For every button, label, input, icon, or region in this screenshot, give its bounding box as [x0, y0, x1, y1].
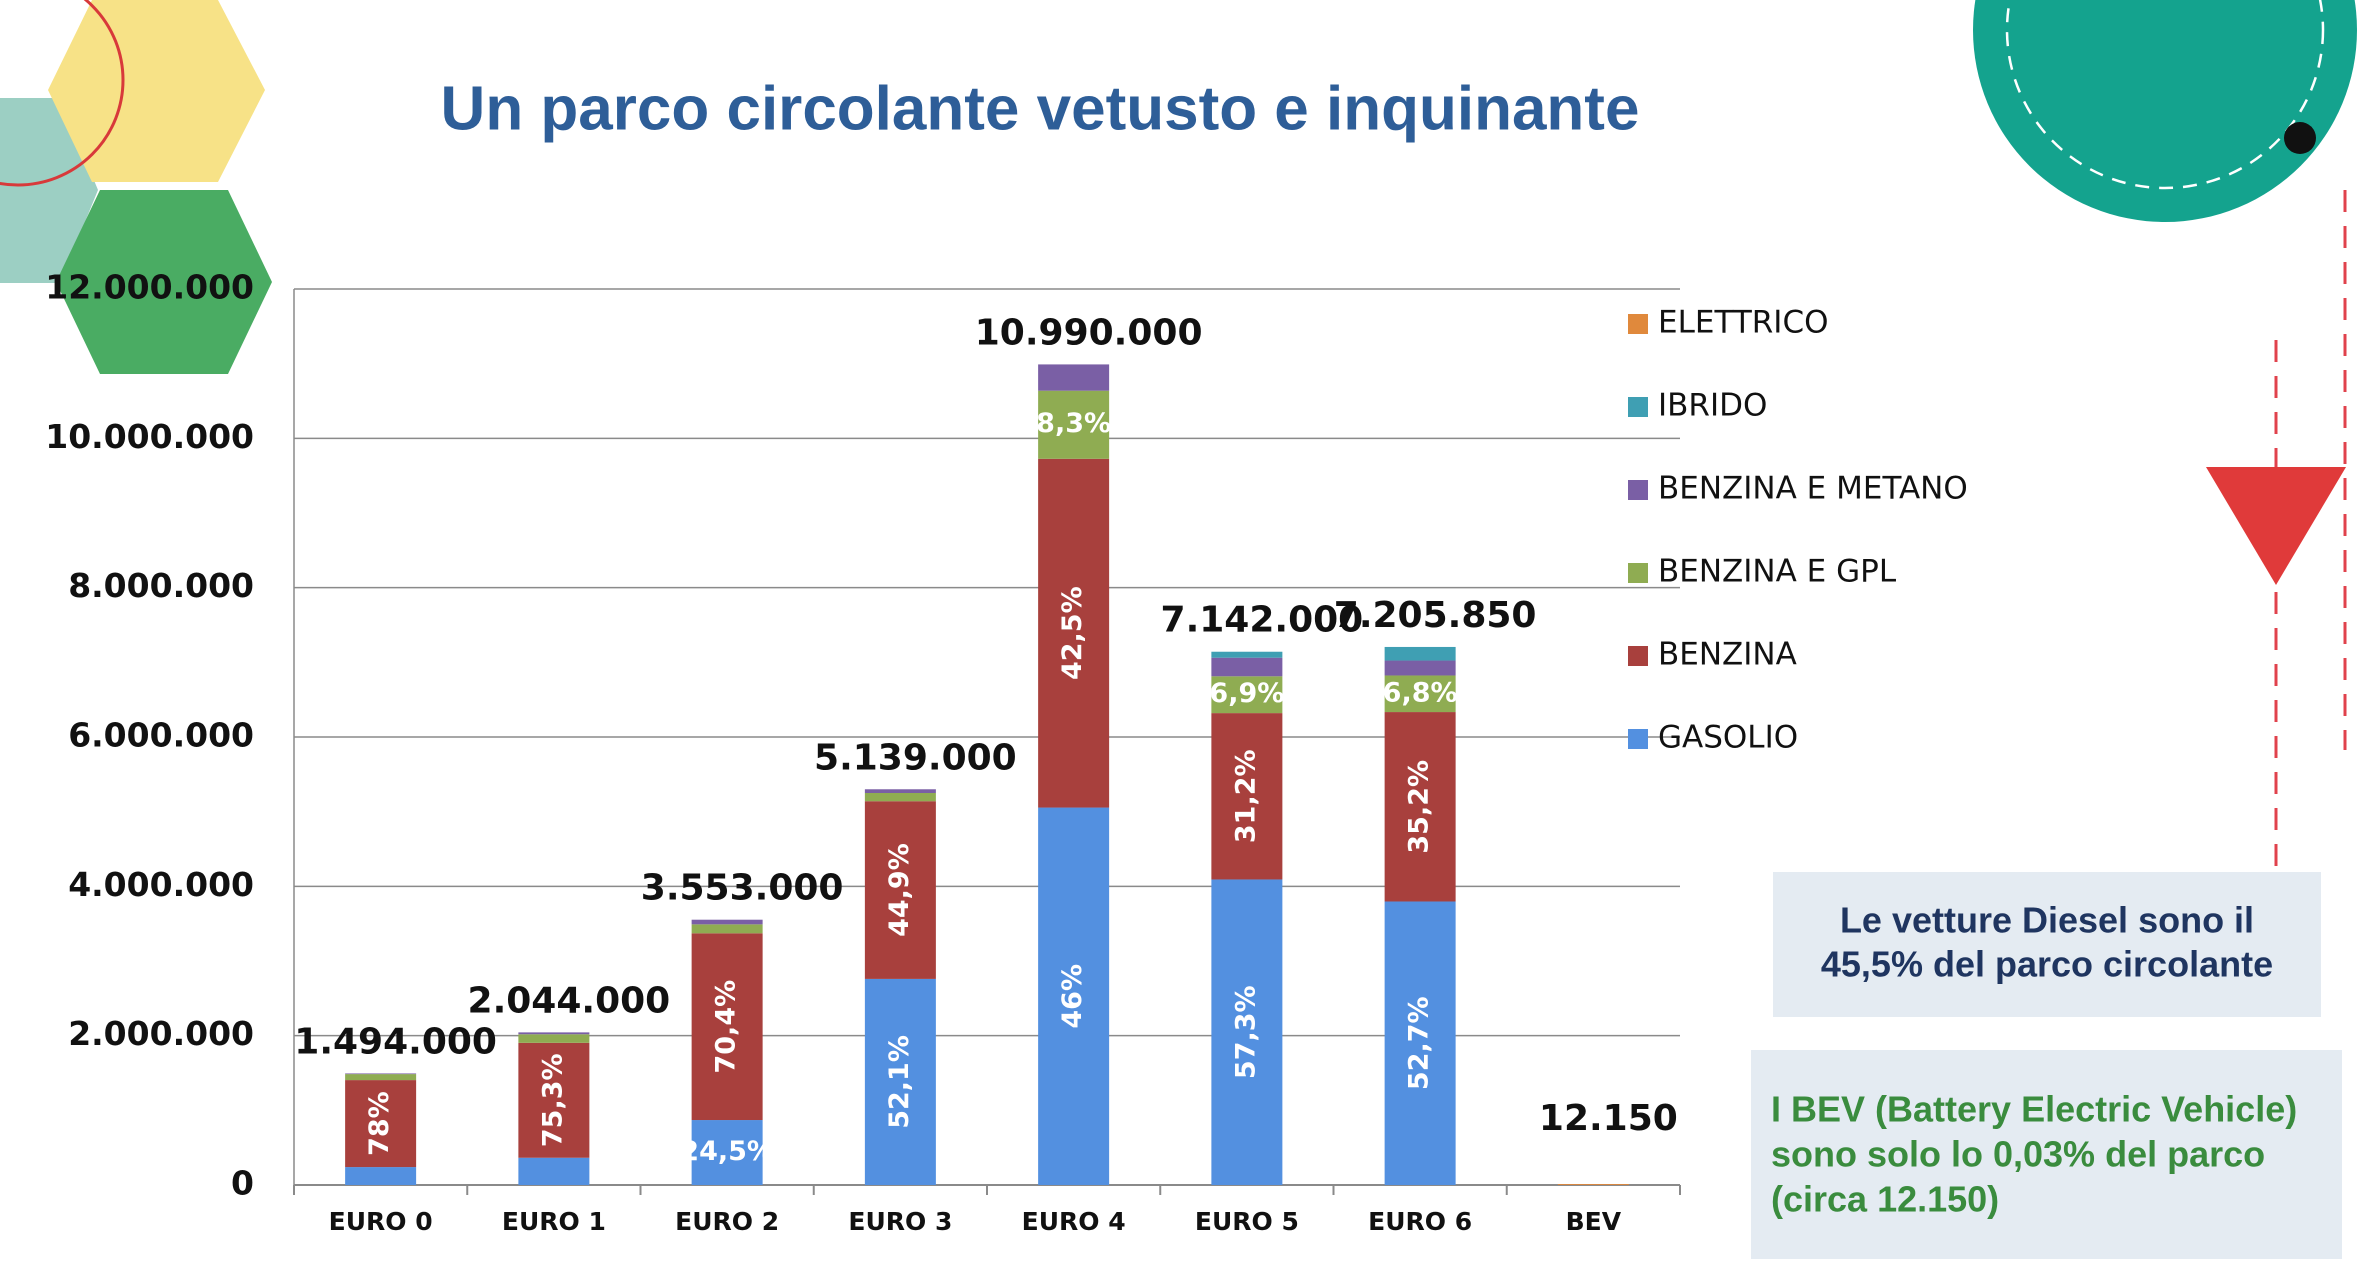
- y-tick-label: 4.000.000: [68, 865, 254, 904]
- legend-swatch: [1628, 397, 1648, 417]
- bar-segment: [1211, 657, 1283, 677]
- bar-segment: [1038, 364, 1110, 391]
- y-tick-label: 12.000.000: [45, 268, 254, 307]
- bar-segment: [518, 1032, 590, 1035]
- total-label: 7.205.850: [1334, 595, 1537, 636]
- bar-segment: [1211, 651, 1283, 658]
- total-label: 2.044.000: [468, 980, 671, 1021]
- segment-label: 31,2%: [1230, 749, 1261, 843]
- legend-swatch: [1628, 480, 1648, 500]
- total-label: 7.142.000: [1161, 600, 1364, 641]
- legend-label: BENZINA E METANO: [1658, 471, 1968, 507]
- bar-segment: [1038, 807, 1110, 1185]
- bar-segment: [1211, 713, 1283, 880]
- segment-label: 35,2%: [1404, 760, 1435, 854]
- y-tick-label: 8.000.000: [68, 566, 254, 605]
- bar-segment: [1384, 646, 1456, 661]
- bar-segment: [518, 1157, 590, 1185]
- bar-segment: [345, 1073, 417, 1075]
- bar-segment: [1211, 879, 1283, 1185]
- bar-segment: [345, 1080, 417, 1168]
- total-label: 5.139.000: [814, 737, 1017, 778]
- segment-label: 78%: [364, 1091, 395, 1156]
- bar-segment: [518, 1034, 590, 1043]
- bar-segment: [864, 978, 936, 1185]
- y-tick-label: 10.000.000: [45, 417, 254, 456]
- bar-segment: [691, 933, 763, 1121]
- y-tick-label: 0: [231, 1164, 254, 1203]
- segment-label: 57,3%: [1230, 985, 1261, 1079]
- x-tick-label: EURO 6: [1368, 1207, 1472, 1236]
- bar-segment: [518, 1042, 590, 1158]
- bar-segment: [864, 793, 936, 802]
- x-tick-label: EURO 4: [1022, 1207, 1126, 1236]
- bar-segment: [1384, 660, 1456, 676]
- legend-swatch: [1628, 646, 1648, 666]
- y-tick-label: 6.000.000: [68, 716, 254, 755]
- note-text: 45,5% del parco circolante: [1821, 944, 2273, 985]
- legend-swatch: [1628, 314, 1648, 334]
- legend-label: BENZINA: [1658, 637, 1797, 673]
- segment-label: 6,9%: [1209, 678, 1284, 709]
- segment-label: 52,1%: [884, 1035, 915, 1129]
- bar-segment: [1384, 712, 1456, 902]
- legend-label: BENZINA E GPL: [1658, 554, 1897, 590]
- segment-label: 6,8%: [1383, 677, 1458, 708]
- chart-title: Un parco circolante vetusto e inquinante: [441, 74, 1640, 143]
- x-tick-label: EURO 3: [848, 1207, 952, 1236]
- bar-segment: [345, 1074, 417, 1081]
- total-label: 10.990.000: [975, 312, 1203, 353]
- segment-label: 52,7%: [1404, 996, 1435, 1090]
- bar-segment: [1038, 390, 1110, 459]
- bar-segment: [1211, 676, 1283, 714]
- decoration: [0, 0, 2357, 870]
- bar-segment: [691, 924, 763, 934]
- x-tick-label: EURO 2: [675, 1207, 779, 1236]
- segment-label: 46%: [1057, 964, 1088, 1029]
- total-label: 3.553.000: [641, 868, 844, 909]
- bar-segment: [1384, 901, 1456, 1185]
- segment-label: 44,9%: [884, 843, 915, 937]
- x-tick-label: BEV: [1566, 1207, 1622, 1236]
- segment-label: 70,4%: [711, 980, 742, 1074]
- legend-label: ELETTRICO: [1658, 305, 1829, 341]
- note-box: [1751, 1050, 2342, 1259]
- note-text: sono solo lo 0,03% del parco: [1771, 1134, 2265, 1175]
- bar-segment: [691, 919, 763, 925]
- x-tick-label: EURO 5: [1195, 1207, 1299, 1236]
- bar-segment: [1557, 1184, 1629, 1185]
- segment-label: 8,3%: [1036, 408, 1111, 439]
- x-tick-label: EURO 1: [502, 1207, 606, 1236]
- note-box: [1773, 872, 2321, 1017]
- bar-segment: [691, 1120, 763, 1185]
- segment-label: 75,3%: [537, 1053, 568, 1147]
- bar-segment: [864, 789, 936, 793]
- legend-swatch: [1628, 563, 1648, 583]
- legend-swatch: [1628, 729, 1648, 749]
- total-label: 1.494.000: [294, 1021, 497, 1062]
- legend-label: GASOLIO: [1658, 720, 1798, 756]
- x-tick-label: EURO 0: [329, 1207, 433, 1236]
- segment-label: 42,5%: [1057, 586, 1088, 680]
- bar-segment: [345, 1167, 417, 1185]
- y-tick-label: 2.000.000: [68, 1014, 254, 1053]
- note-text: Le vetture Diesel sono il: [1840, 900, 2254, 941]
- segment-label: 24,5%: [680, 1136, 774, 1167]
- total-label: 12.150: [1539, 1098, 1678, 1139]
- bar-segment: [1384, 675, 1456, 713]
- legend-label: IBRIDO: [1658, 388, 1767, 424]
- bar-segment: [1038, 458, 1110, 808]
- bar-segment: [864, 801, 936, 979]
- note-text: I BEV (Battery Electric Vehicle): [1771, 1089, 2297, 1130]
- note-text: (circa 12.150): [1771, 1179, 1999, 1220]
